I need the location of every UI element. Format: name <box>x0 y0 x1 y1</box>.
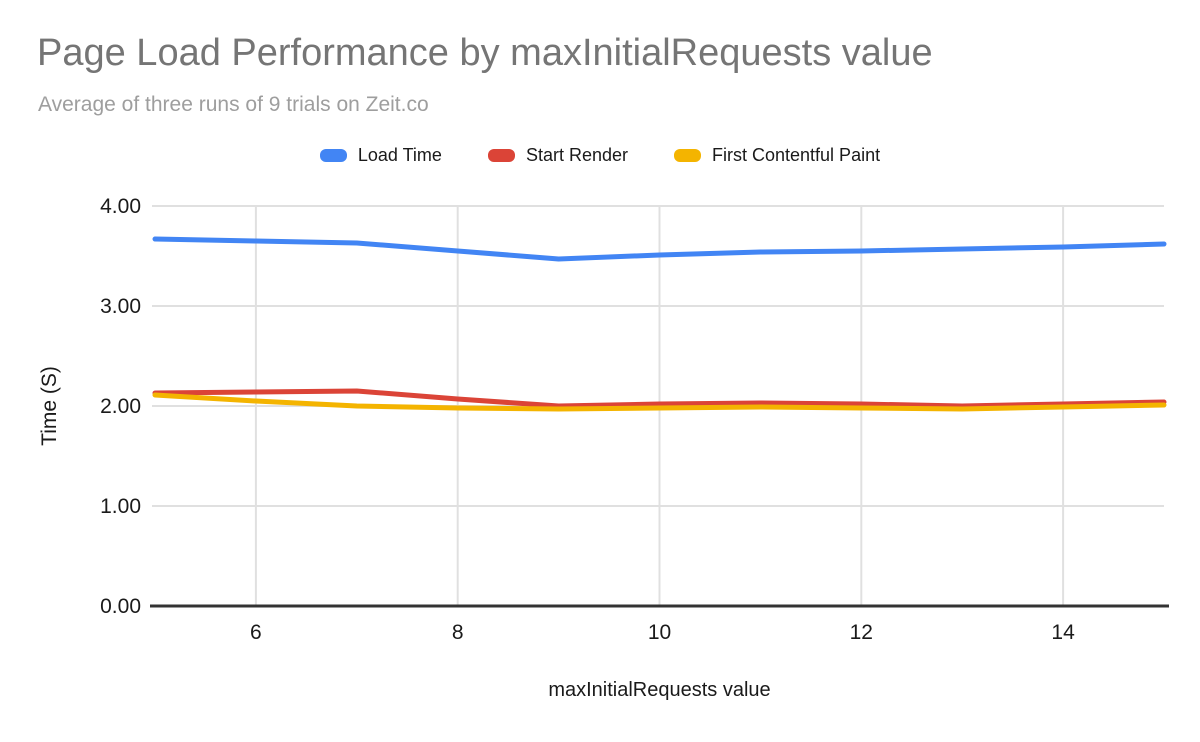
x-axis-title: maxInitialRequests value <box>548 679 771 701</box>
legend-label-load-time: Load Time <box>357 145 442 165</box>
series-line-first-contentful-paint <box>152 392 1167 412</box>
series-line-start-render <box>152 388 1167 409</box>
y-axis-title: Time (S) <box>38 366 61 446</box>
legend-swatch-start-render <box>487 149 515 162</box>
x-tick-label: 8 <box>452 621 464 644</box>
x-tick-label: 6 <box>250 621 262 644</box>
y-tick-label: 2.00 <box>100 395 141 418</box>
chart-subtitle: Average of three runs of 9 trials on Zei… <box>38 93 429 116</box>
legend-label-first-contentful-paint: First Contentful Paint <box>712 145 881 165</box>
legend-item-first-contentful-paint: First Contentful Paint <box>674 145 880 166</box>
legend: Load Time Start Render First Contentful Pa… <box>0 145 1200 166</box>
y-tick-label: 3.00 <box>100 295 141 318</box>
legend-item-start-render: Start Render <box>487 145 629 166</box>
x-tick-label: 12 <box>850 621 873 644</box>
y-tick-label: 1.00 <box>100 495 141 518</box>
series-line-load-time <box>152 236 1167 262</box>
legend-item-load-time: Load Time <box>319 145 442 166</box>
chart-title: Page Load Performance by maxInitialReque… <box>37 32 933 74</box>
x-tick-label: 10 <box>648 621 671 644</box>
legend-label-start-render: Start Render <box>525 145 629 165</box>
y-tick-label: 0.00 <box>100 595 141 618</box>
x-tick-label: 14 <box>1051 621 1075 644</box>
legend-swatch-load-time <box>319 149 347 162</box>
legend-swatch-first-contentful-paint <box>674 149 702 162</box>
y-tick-label: 4.00 <box>100 195 141 218</box>
